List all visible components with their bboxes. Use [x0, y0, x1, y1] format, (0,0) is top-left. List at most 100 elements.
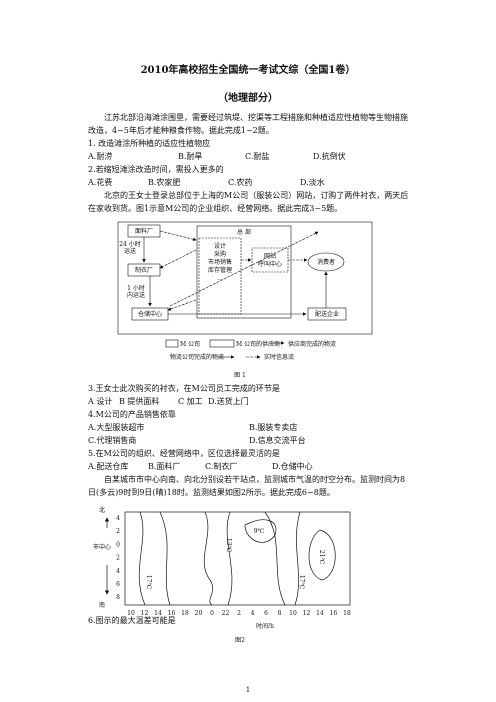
- passage: 江苏北部沿海滩涂围垦，需要经过筑堤、挖渠等工程措施和种植适应性植物等生物措施改造…: [88, 113, 408, 135]
- option: D.信息交流平台: [249, 436, 306, 445]
- figure-1: [117, 221, 373, 359]
- legend: 供应商完成的物流: [288, 340, 336, 348]
- x-tick-label: 8: [278, 610, 282, 617]
- y-tick-label: 2: [116, 555, 120, 562]
- question-stem: 1. 改造滩涂所种植的适应性植物应: [88, 139, 211, 148]
- question-stem: 6.图示的最大温差可能是: [88, 616, 176, 625]
- label: …: [217, 275, 223, 282]
- option: B.农家肥: [148, 178, 181, 187]
- isotherm-label: 21℃: [318, 550, 325, 565]
- label: 配送企业: [315, 310, 339, 318]
- label: 24 小时: [119, 240, 141, 248]
- question-stem: 5.在M公司的组织、经营网络中，区位选择最灵活的是: [88, 449, 280, 458]
- option: D.送货上门: [208, 397, 249, 406]
- label: 市中心: [93, 543, 111, 551]
- y-tick-label: 2: [116, 528, 120, 535]
- x-tick-label: 0: [210, 610, 214, 617]
- option: A.配送仓库: [88, 462, 129, 471]
- x-tick-label: 18: [343, 610, 351, 617]
- label: 1 小时: [127, 284, 145, 292]
- subtitle: （地理部分）: [218, 93, 278, 104]
- legend-box: [165, 339, 179, 348]
- isotherm: [203, 511, 214, 606]
- x-tick-label: 22: [222, 610, 230, 617]
- legend: M 公司的供应商: [236, 340, 280, 348]
- box: [307, 307, 347, 321]
- label: 南: [99, 601, 105, 609]
- frame: [117, 221, 373, 335]
- axis-label: 时间/h: [256, 622, 274, 630]
- x-tick-label: 18: [181, 610, 189, 617]
- y-tick-label: 4: [116, 515, 120, 522]
- x-tick-label: 14: [154, 610, 162, 617]
- legend-box: [209, 339, 235, 348]
- label: 总 部: [237, 228, 251, 236]
- question-stem: 4.M公司的产品销售依靠: [88, 410, 176, 419]
- option: B.服装专卖店: [249, 423, 298, 432]
- label: 采购: [214, 250, 226, 258]
- option: A.花费: [88, 178, 113, 187]
- passage: 自某城市市中心向南、向北分别设若干站点，监测城市气温的时空分布。监测时间为8日(…: [88, 475, 406, 497]
- arrow: [167, 299, 197, 311]
- label: 内运送: [127, 291, 145, 299]
- arrow: [169, 231, 319, 307]
- legend: 实时信息流: [264, 353, 294, 361]
- legend: 物流公司完成的物流: [170, 353, 224, 361]
- x-tick-label: 16: [330, 610, 338, 617]
- option: D.仓储中心: [272, 462, 313, 471]
- label: 市场销售: [208, 258, 232, 266]
- ellipse: [307, 252, 345, 272]
- x-tick-label: 16: [168, 610, 176, 617]
- plot-frame: [124, 511, 351, 606]
- caption: 图2: [235, 637, 245, 644]
- question-stem: 3.王女士此次购买的衬衣，在M公司员工完成的环节是: [88, 384, 280, 393]
- label: 面料厂: [135, 227, 153, 235]
- y-tick-label: 6: [116, 581, 120, 588]
- option: D.淡水: [300, 178, 325, 187]
- y-tick-label: 8: [116, 594, 120, 601]
- x-tick-label: 12: [303, 610, 311, 617]
- question-stem: 2.若缩短滩涂改造时间，需投入更多的: [88, 165, 224, 174]
- label: 北: [99, 506, 105, 514]
- isotherm-label: 13℃: [225, 538, 232, 553]
- option: D.抗倒伏: [313, 152, 346, 161]
- option: B.耐旱: [178, 152, 203, 161]
- label: 库存管理: [208, 266, 232, 274]
- isotherm: [294, 511, 301, 606]
- option: A.大型服装超市: [88, 423, 145, 432]
- isotherm-label: 17℃: [298, 575, 305, 590]
- label: 仓储中心: [138, 310, 162, 318]
- arrow: [159, 230, 197, 242]
- isotherm-label: 17℃: [145, 575, 152, 590]
- option: C.制衣厂: [205, 462, 238, 471]
- label: 设计: [214, 242, 226, 250]
- isotherm: [264, 511, 286, 606]
- x-tick-label: 12: [141, 610, 149, 617]
- passage: 北京的王女士登录总部位于上海的M公司（服装公司）网站，订购了两件衬衣，两天后在家…: [88, 191, 409, 213]
- x-tick-label: 10: [127, 610, 135, 617]
- box: [127, 263, 161, 277]
- label: 消费者: [317, 258, 335, 266]
- x-tick-label: 2: [237, 610, 241, 617]
- x-tick-label: 10: [289, 610, 297, 617]
- legend: M 公司: [180, 341, 200, 348]
- box: [251, 247, 289, 273]
- isotherm: [226, 511, 233, 606]
- option: B 提供面料: [119, 397, 160, 406]
- arrow: [159, 249, 197, 269]
- option: C 加工: [178, 397, 203, 406]
- option: C.耐盐: [245, 152, 270, 161]
- isotherm: [308, 529, 336, 581]
- label: 网站: [264, 252, 276, 260]
- x-tick-label: 20: [195, 610, 203, 617]
- y-tick-label: 0: [116, 541, 120, 548]
- isotherm: [244, 519, 277, 543]
- option: A 设计: [88, 397, 113, 406]
- label: 制衣厂: [135, 266, 153, 274]
- option: C.代理销售商: [88, 436, 137, 445]
- option: B.面料厂: [148, 462, 181, 471]
- option: C.农药: [228, 178, 253, 187]
- title: 2010年高校招生全国统一考试文综（全国1卷）: [140, 65, 356, 76]
